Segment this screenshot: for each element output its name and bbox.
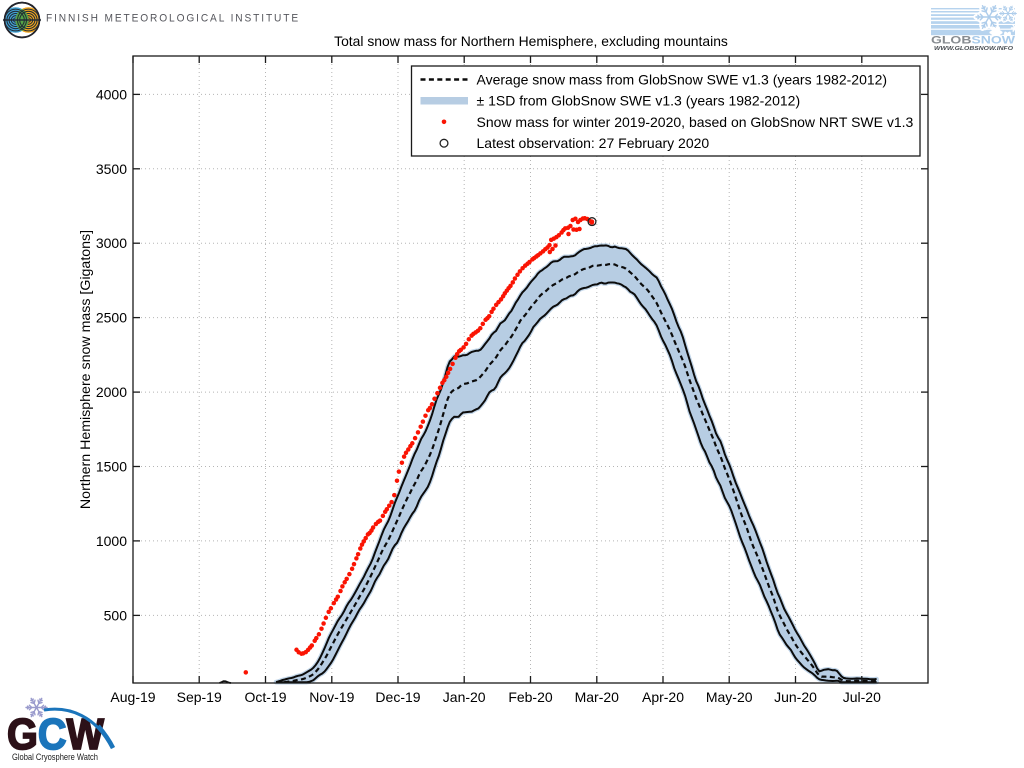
svg-text:Total snow mass for Northern H: Total snow mass for Northern Hemisphere,… [334,33,728,49]
svg-text:3500: 3500 [96,161,127,177]
svg-text:Average snow mass from GlobSno: Average snow mass from GlobSnow SWE v1.3… [477,72,888,88]
svg-text:Snow mass for winter 2019-2020: Snow mass for winter 2019-2020, based on… [477,114,914,130]
svg-text:Nov-19: Nov-19 [309,689,354,705]
svg-text:1000: 1000 [96,533,127,549]
svg-text:2000: 2000 [96,384,127,400]
svg-text:GCW: GCW [7,710,104,759]
svg-text:GLOBSNOW: GLOB SNOW [931,35,1016,47]
svg-text:Jun-20: Jun-20 [774,689,817,705]
svg-text:± 1SD from GlobSnow SWE v1.3 (: ± 1SD from GlobSnow SWE v1.3 (years 1982… [477,93,801,109]
svg-text:Jul-20: Jul-20 [843,689,881,705]
svg-text:Oct-19: Oct-19 [244,689,286,705]
svg-text:FINNISH METEOROLOGICAL INSTITU: FINNISH METEOROLOGICAL INSTITUTE [46,13,300,25]
svg-text:Apr-20: Apr-20 [642,689,684,705]
svg-text:Feb-20: Feb-20 [508,689,553,705]
svg-text:3000: 3000 [96,235,127,251]
svg-text:May-20: May-20 [706,689,753,705]
svg-text:Aug-19: Aug-19 [110,689,155,705]
svg-text:WWW.GLOBSNOW.INFO: WWW.GLOBSNOW.INFO [934,46,1014,52]
svg-text:Latest observation: 27 Februar: Latest observation: 27 February 2020 [477,135,710,151]
svg-text:2500: 2500 [96,310,127,326]
svg-text:4000: 4000 [96,86,127,102]
svg-text:Northern Hemisphere snow mass: Northern Hemisphere snow mass [Gigatons] [78,230,94,509]
svg-text:Dec-19: Dec-19 [375,689,420,705]
svg-text:1500: 1500 [96,459,127,475]
svg-text:Global Cryosphere Watch: Global Cryosphere Watch [12,752,98,763]
svg-text:Sep-19: Sep-19 [177,689,222,705]
svg-text:Jan-20: Jan-20 [443,689,486,705]
svg-text:500: 500 [104,607,128,623]
svg-text:Mar-20: Mar-20 [575,689,620,705]
